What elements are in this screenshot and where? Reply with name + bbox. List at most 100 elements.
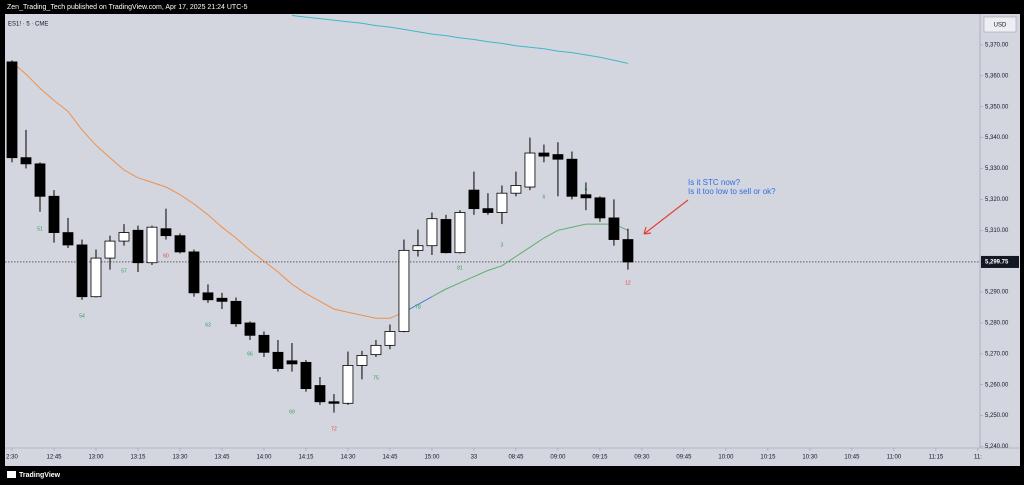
pane xyxy=(5,14,1020,466)
indicator-line xyxy=(291,15,629,64)
candle-body xyxy=(440,219,452,254)
bar-count-label: 63 xyxy=(205,322,211,328)
candle-body xyxy=(454,212,466,254)
x-tick-label: 14:15 xyxy=(298,455,314,461)
y-tick-label: 5,350.00 xyxy=(985,104,1009,110)
candle-body xyxy=(482,208,494,213)
candle-body xyxy=(328,401,340,404)
x-tick-label: 10:45 xyxy=(844,455,860,461)
bar-count-label: 66 xyxy=(247,351,253,357)
bar-count-label: 81 xyxy=(457,265,463,271)
candle-body xyxy=(90,257,102,298)
candle-body xyxy=(524,152,536,188)
y-tick-label: 5,290.00 xyxy=(985,290,1009,296)
candle-body xyxy=(146,226,158,264)
publisher-line: Zen_Trading_Tech published on TradingVie… xyxy=(7,4,248,11)
candle-body xyxy=(594,197,606,219)
candle-body xyxy=(174,235,186,253)
x-tick-label: 13:15 xyxy=(130,455,146,461)
candle-body xyxy=(552,154,564,160)
arrow xyxy=(643,199,689,235)
candle-body xyxy=(132,229,144,264)
bar-count-label: 72 xyxy=(331,426,337,432)
x-tick-label: 11:15 xyxy=(929,455,944,461)
bar-count-label: 78 xyxy=(415,304,421,310)
candle-body xyxy=(286,360,298,365)
candle-body xyxy=(510,185,522,194)
currency: USD xyxy=(994,23,1007,29)
last-price-badge xyxy=(981,255,1019,268)
x-tick-label: 14:45 xyxy=(382,455,398,461)
candle-body xyxy=(272,351,284,369)
bar-count-label: 60 xyxy=(163,253,169,259)
candle-body xyxy=(608,217,620,240)
brand: TradingView xyxy=(19,472,61,479)
bar-count-label: 54 xyxy=(79,313,85,319)
candle-body xyxy=(160,228,172,237)
candle-body xyxy=(20,157,32,165)
x-tick-label: 14:00 xyxy=(256,455,272,461)
candle-body xyxy=(104,240,116,259)
candle-body xyxy=(356,355,368,366)
candle-body xyxy=(188,251,200,294)
candle-body xyxy=(384,331,396,346)
x-tick-label: 33 xyxy=(471,455,478,461)
candle-body xyxy=(342,365,354,404)
y-tick-label: 5,310.00 xyxy=(985,228,1009,234)
candle-body xyxy=(244,322,256,336)
x-tick-label: 12:45 xyxy=(46,455,62,461)
indicator-line xyxy=(11,61,405,319)
candle-body xyxy=(76,244,88,298)
bar-count-label: 75 xyxy=(373,375,379,381)
y-tick-label: 5,260.00 xyxy=(985,382,1009,388)
candle-body xyxy=(300,361,312,390)
y-tick-label: 5,340.00 xyxy=(985,135,1009,141)
candle-body xyxy=(538,152,550,157)
brand-logo xyxy=(7,471,16,478)
bar-count-label: 69 xyxy=(289,409,295,415)
candle-body xyxy=(370,344,382,356)
indicator-line xyxy=(431,223,629,298)
bar-count-label: 57 xyxy=(121,268,127,274)
last-price-label: 5,299.75 xyxy=(985,260,1009,266)
x-tick-label: 15:00 xyxy=(424,455,440,461)
y-tick-label: 5,320.00 xyxy=(985,197,1009,203)
y-tick-label: 5,330.00 xyxy=(985,166,1009,172)
y-tick-label: 5,360.00 xyxy=(985,73,1009,79)
currency-box xyxy=(983,16,1017,33)
x-tick-label: 09:45 xyxy=(676,455,692,461)
candle-body xyxy=(6,61,18,159)
bar-count-label: 12 xyxy=(625,280,631,286)
candle-body xyxy=(314,385,326,403)
x-tick-label: 11:00 xyxy=(887,455,902,461)
x-tick-label: 09:00 xyxy=(550,455,566,461)
x-tick-label: 14:30 xyxy=(340,455,356,461)
y-tick-label: 5,370.00 xyxy=(985,42,1009,48)
annotation: Is it too low to sell or ok? xyxy=(688,187,776,196)
y-tick-label: 5,270.00 xyxy=(985,351,1009,357)
symbol: ES1! · 5 · CME xyxy=(8,22,48,28)
x-tick-label: 10:30 xyxy=(802,455,818,461)
x-tick-label: 09:30 xyxy=(634,455,650,461)
candle-body xyxy=(622,239,634,263)
bar-count-label: 9 xyxy=(585,187,588,193)
x-tick-label: 10:00 xyxy=(718,455,734,461)
candle-body xyxy=(216,297,228,302)
x-tick-label: 13:45 xyxy=(214,455,230,461)
candle-body xyxy=(580,194,592,199)
bar-count-label: 6 xyxy=(543,194,546,200)
x-tick-label: 09:15 xyxy=(592,455,608,461)
candle-body xyxy=(48,195,60,233)
candle-body xyxy=(566,158,578,197)
candle-body xyxy=(118,232,130,242)
y-tick-label: 5,280.00 xyxy=(985,321,1009,327)
x-tick-label: 08:45 xyxy=(508,455,524,461)
x-tick-label: 13:30 xyxy=(172,455,188,461)
x-tick-label: 13:00 xyxy=(88,455,104,461)
candle-body xyxy=(398,249,410,332)
candle-body xyxy=(468,189,480,210)
candle-body xyxy=(496,192,508,213)
bar-count-label: 51 xyxy=(37,226,43,232)
candle-body xyxy=(426,218,438,247)
